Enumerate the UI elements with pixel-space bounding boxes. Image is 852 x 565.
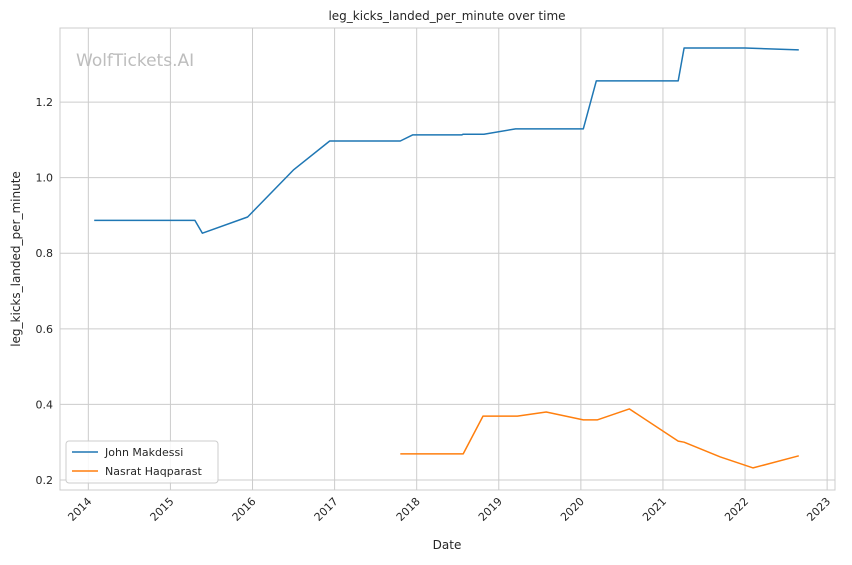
y-tick-label: 1.0	[36, 172, 54, 185]
series-line-nasrat-haqparast	[400, 408, 799, 469]
y-tick-label: 0.2	[36, 474, 54, 487]
x-tick-label: 2021	[640, 495, 669, 524]
chart-title: leg_kicks_landed_per_minute over time	[328, 9, 565, 23]
y-tick-label: 0.8	[36, 247, 54, 260]
legend: John Makdessi Nasrat Haqparast	[65, 440, 219, 484]
y-tick-label: 0.6	[36, 323, 54, 336]
x-tick-label: 2020	[558, 495, 587, 524]
series-line-john-makdessi	[94, 47, 799, 234]
x-tick-label: 2019	[476, 495, 505, 524]
grid	[60, 28, 835, 490]
watermark: WolfTickets.AI	[76, 51, 194, 71]
legend-label: Nasrat Haqparast	[105, 465, 202, 478]
x-tick-label: 2015	[148, 495, 177, 524]
y-tick-labels: 0.2 0.4 0.6 0.8 1.0 1.2	[36, 96, 54, 487]
series-group	[94, 47, 799, 469]
x-tick-labels: 2014 2015 2016 2017 2018 2019 2020 2021 2022 2023	[65, 495, 833, 524]
y-axis-label: leg_kicks_landed_per_minute	[9, 171, 23, 347]
x-tick-label: 2014	[65, 495, 94, 524]
x-tick-label: 2018	[394, 495, 423, 524]
y-tick-label: 1.2	[36, 96, 54, 109]
plot-frame	[59, 27, 836, 491]
legend-box	[65, 440, 219, 484]
x-tick-label: 2016	[230, 495, 259, 524]
y-tick-label: 0.4	[36, 398, 54, 411]
x-tick-label: 2023	[804, 495, 833, 524]
legend-label: John Makdessi	[104, 446, 183, 459]
x-tick-label: 2022	[722, 495, 751, 524]
x-axis-label: Date	[433, 538, 462, 552]
x-tick-label: 2017	[312, 495, 341, 524]
